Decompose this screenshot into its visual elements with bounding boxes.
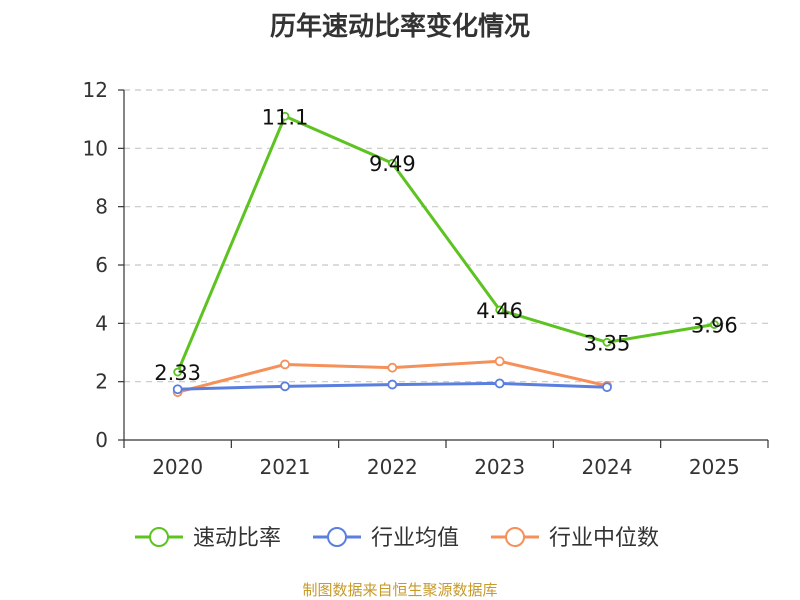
legend-swatch-marker (149, 527, 169, 547)
x-tick-label: 2024 (582, 455, 633, 479)
x-tick-label: 2020 (152, 455, 203, 479)
data-label: 11.1 (262, 105, 309, 129)
data-point (495, 305, 505, 315)
data-label: 3.35 (584, 331, 631, 355)
source-note: 制图数据来自恒生聚源数据库 (302, 581, 498, 599)
data-point (494, 378, 505, 389)
y-tick-label: 2 (95, 370, 108, 394)
data-point (172, 384, 183, 395)
x-tick-label: 2021 (260, 455, 311, 479)
legend-item[interactable]: 速动比率 (135, 526, 281, 551)
data-point (387, 379, 398, 390)
data-point (602, 382, 612, 393)
data-point (280, 381, 290, 392)
y-tick-label: 0 (95, 428, 108, 452)
data-label: 9.49 (369, 152, 416, 176)
series-lines (172, 111, 719, 398)
data-labels: 2.33 11.1 9.49 4.46 3.35 3.96 (154, 105, 737, 385)
grid-lines (124, 89, 768, 383)
chart-title: 历年速动比率变化情况 (269, 12, 530, 42)
data-point (387, 158, 397, 168)
y-tick-label: 8 (95, 195, 108, 219)
data-label: 3.96 (691, 314, 738, 338)
legend-swatch-marker (505, 527, 525, 547)
legend: 速动比率 行业均值 行业中位数 (135, 526, 659, 551)
data-label: 4.46 (476, 299, 523, 323)
legend-label: 速动比率 (193, 526, 281, 551)
x-tick-label: 2022 (367, 455, 418, 479)
data-point (709, 320, 719, 329)
legend-swatch-marker (327, 527, 347, 547)
x-tick-label: 2025 (689, 455, 740, 479)
y-tick-label: 6 (95, 253, 108, 277)
series-line (176, 114, 715, 373)
legend-label: 行业均值 (371, 526, 459, 551)
data-point (387, 362, 398, 373)
data-point (280, 111, 290, 121)
data-point (602, 337, 612, 347)
legend-label: 行业中位数 (549, 526, 659, 551)
legend-item[interactable]: 行业中位数 (491, 526, 659, 551)
y-tick-label: 10 (83, 136, 108, 160)
legend-item[interactable]: 行业均值 (313, 526, 459, 551)
data-point (173, 367, 183, 377)
data-point (494, 356, 505, 367)
y-tick-label: 4 (95, 311, 108, 335)
axes: 0 2 4 6 8 10 12 2020 2021 2022 2023 2024 2025 (83, 78, 769, 479)
x-tick-label: 2023 (474, 455, 525, 479)
data-label: 2.33 (154, 361, 201, 385)
y-tick-label: 12 (83, 78, 108, 102)
data-point (280, 359, 290, 370)
